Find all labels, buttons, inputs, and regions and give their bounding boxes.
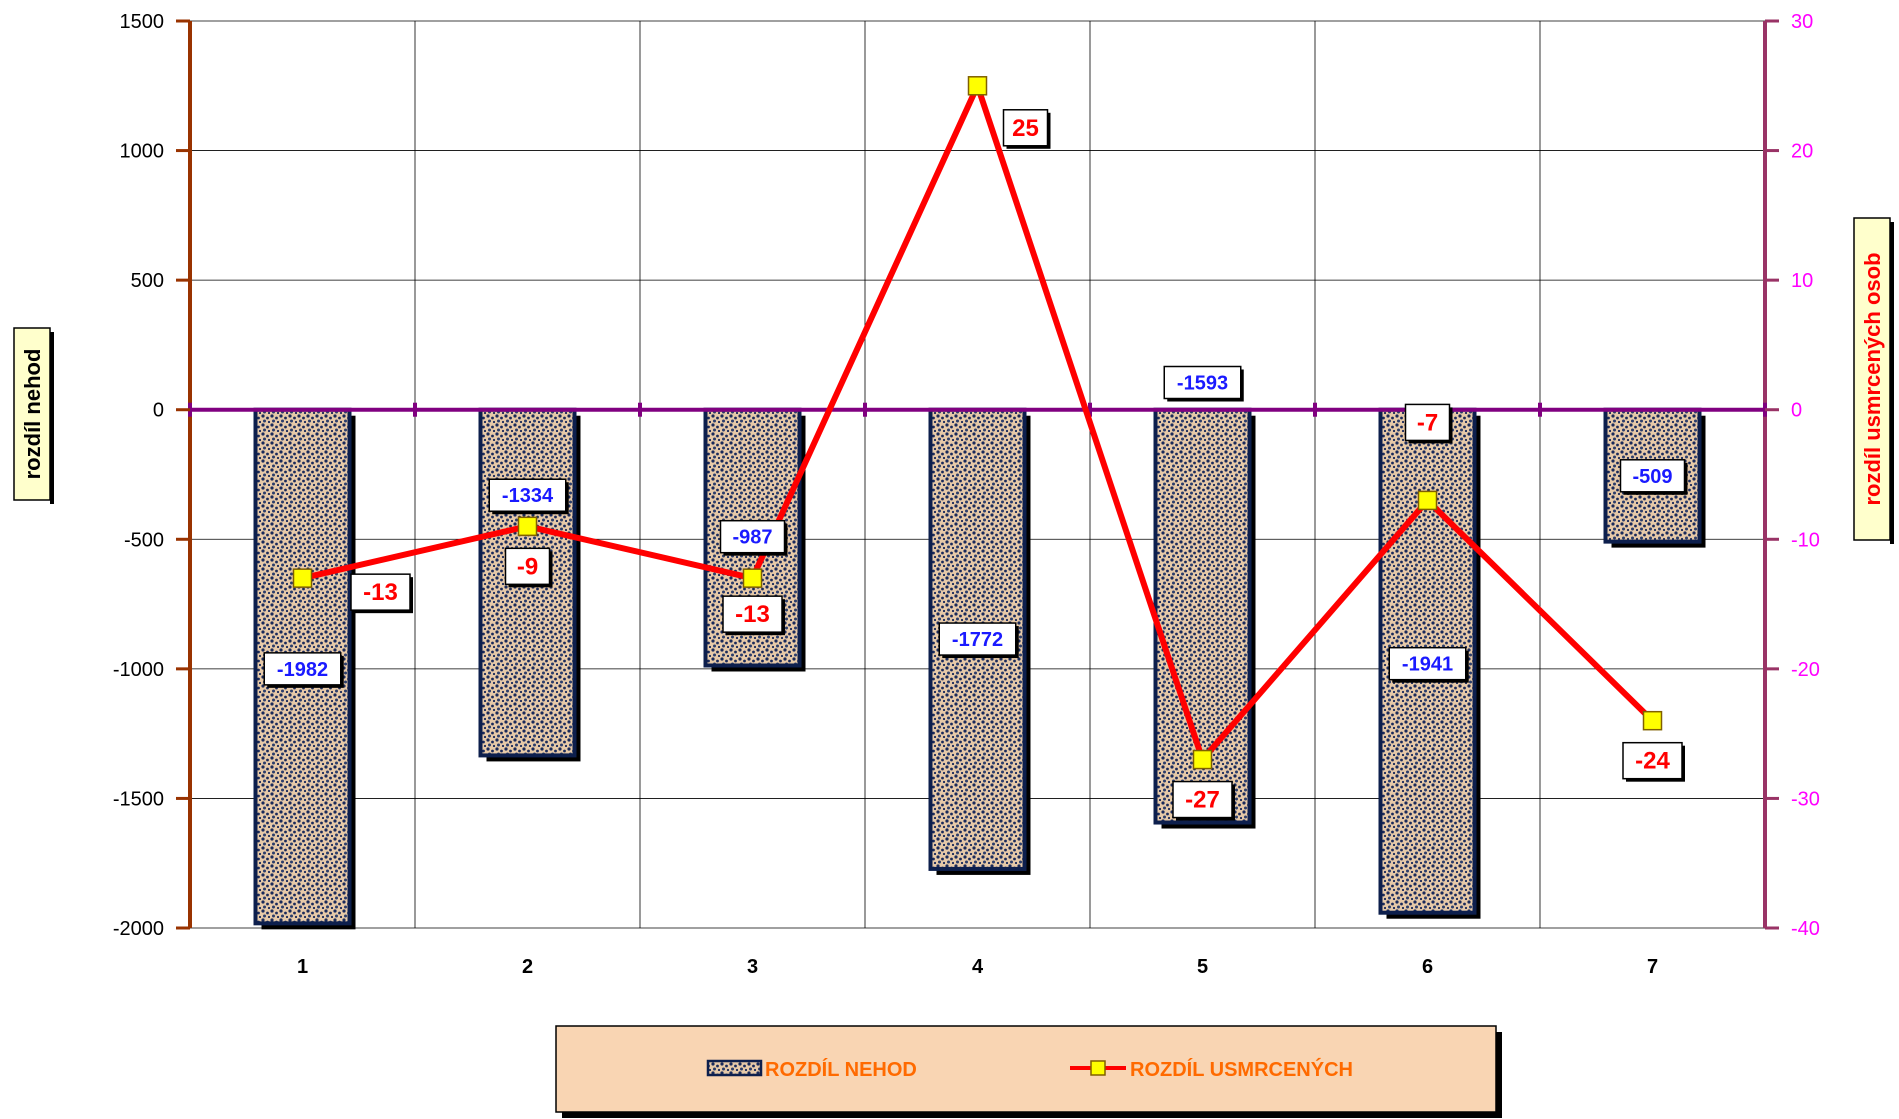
- legend-bar-swatch: [706, 1059, 763, 1077]
- y-axis-title-box: rozdíl nehod: [13, 327, 54, 504]
- legend-line-marker: [1090, 1060, 1106, 1076]
- line-data-label: -7: [1404, 403, 1453, 444]
- bar-data-label: -1593: [1163, 365, 1244, 402]
- line-data-label-text: -27: [1185, 787, 1220, 814]
- bar-data-label-text: -1593: [1177, 373, 1228, 395]
- line-series: [292, 76, 1663, 770]
- y-tick-label: 0: [153, 400, 164, 422]
- bar-data-label: -1334: [488, 478, 569, 515]
- line-data-label-box: [722, 595, 783, 633]
- y2-tick-label: -10: [1791, 529, 1820, 551]
- line-marker: [517, 516, 538, 537]
- bar-data-label: -509: [1619, 459, 1688, 495]
- y-tick-label: 500: [131, 270, 164, 292]
- bar-data-label-text: -987: [732, 527, 772, 549]
- y-tick-label: -1500: [113, 788, 164, 810]
- y-tick-label: -2000: [113, 918, 164, 940]
- bar-data-label-box: [488, 478, 567, 512]
- bar-data-label-text: -1772: [952, 629, 1003, 651]
- line-data-label: -24: [1622, 741, 1685, 782]
- bar-data-label-box: [1163, 365, 1242, 400]
- y2-tick-label: -30: [1791, 788, 1820, 810]
- bar-data-label-text: -1334: [502, 485, 554, 507]
- x-tick-label: 3: [747, 956, 758, 978]
- y2-tick-label: -40: [1791, 918, 1820, 940]
- x-tick-label: 2: [522, 956, 533, 978]
- x-tick-label: 5: [1197, 956, 1208, 978]
- line-data-label: -9: [504, 547, 553, 588]
- x-tick-label: 6: [1422, 956, 1433, 978]
- bar-data-label-text: -509: [1632, 466, 1672, 488]
- x-tick-label: 7: [1647, 956, 1658, 978]
- bar-data-label-box: [719, 519, 786, 554]
- bar-data-label-box: [938, 622, 1017, 656]
- line-data-label-box: [1404, 403, 1451, 442]
- line-data-label-box: [504, 547, 551, 586]
- y2-tick-label: 30: [1791, 11, 1813, 33]
- line-data-label-text: -9: [517, 553, 538, 580]
- line-data-label-text: -7: [1417, 409, 1438, 436]
- line-marker: [742, 568, 763, 588]
- line-data-label-text: -13: [363, 579, 398, 606]
- line-data-label-box: [1002, 109, 1049, 147]
- bar-data-label-box: [1619, 459, 1686, 493]
- y-tick-label: -1000: [113, 659, 164, 681]
- y2-tick-label: 10: [1791, 270, 1813, 292]
- y2-tick-label: 20: [1791, 141, 1813, 163]
- legend-bar-label: ROZDÍL NEHOD: [765, 1058, 917, 1081]
- line-data-label-text: -24: [1635, 748, 1670, 775]
- line-marker: [1192, 749, 1213, 770]
- line-data-label-box: [1172, 780, 1233, 819]
- line-data-label-text: -13: [735, 601, 770, 628]
- y2-axis-title-box: rozdíl usmrcených osob: [1853, 217, 1894, 544]
- legend-line-label: ROZDÍL USMRCENÝCH: [1130, 1057, 1353, 1081]
- line-data-label-box: [1622, 741, 1683, 780]
- bar-data-label: -987: [719, 519, 788, 556]
- line-marker: [1417, 490, 1438, 511]
- y-axis-title: rozdíl nehod: [20, 349, 45, 480]
- data-labels: -1982 -1334 -987 -1772 -1593 -1941 -509 -13 -9 -1…: [263, 109, 1688, 821]
- bar-data-label: -1982: [263, 652, 344, 688]
- line-data-label-box: [350, 573, 411, 611]
- x-tick-label: 1: [297, 956, 308, 978]
- x-tick-label: 4: [972, 956, 984, 978]
- line-marker: [1642, 710, 1663, 731]
- bars: [253, 407, 1706, 930]
- line-data-label-text: 25: [1012, 115, 1039, 142]
- bar-data-label-text: -1941: [1402, 654, 1453, 676]
- y-tick-label: 1000: [120, 141, 165, 163]
- axes: 1500 1000 500 0 -500 -1000 -1500 -2000 30 20 10 0 -1…: [113, 11, 1820, 978]
- line-data-label: -13: [722, 595, 785, 636]
- bar-data-label: -1941: [1388, 646, 1469, 683]
- bar-data-label-box: [1388, 646, 1467, 681]
- y2-axis-title: rozdíl usmrcených osob: [1860, 252, 1885, 505]
- y2-tick-label: 0: [1791, 400, 1802, 422]
- line-marker: [967, 76, 988, 96]
- line-data-label: 25: [1002, 109, 1051, 149]
- bar-data-label: -1772: [938, 622, 1019, 659]
- y2-tick-label: -20: [1791, 659, 1820, 681]
- line-data-label: -27: [1172, 780, 1235, 821]
- line-data-label: -13: [350, 573, 413, 614]
- y-tick-label: -500: [124, 529, 164, 551]
- legend: ROZDÍL NEHOD ROZDÍL USMRCENÝCH: [555, 1025, 1502, 1118]
- bar-data-label-box: [263, 652, 342, 686]
- bar-data-label-text: -1982: [277, 659, 328, 681]
- line-marker: [292, 568, 313, 588]
- y-tick-label: 1500: [120, 11, 165, 33]
